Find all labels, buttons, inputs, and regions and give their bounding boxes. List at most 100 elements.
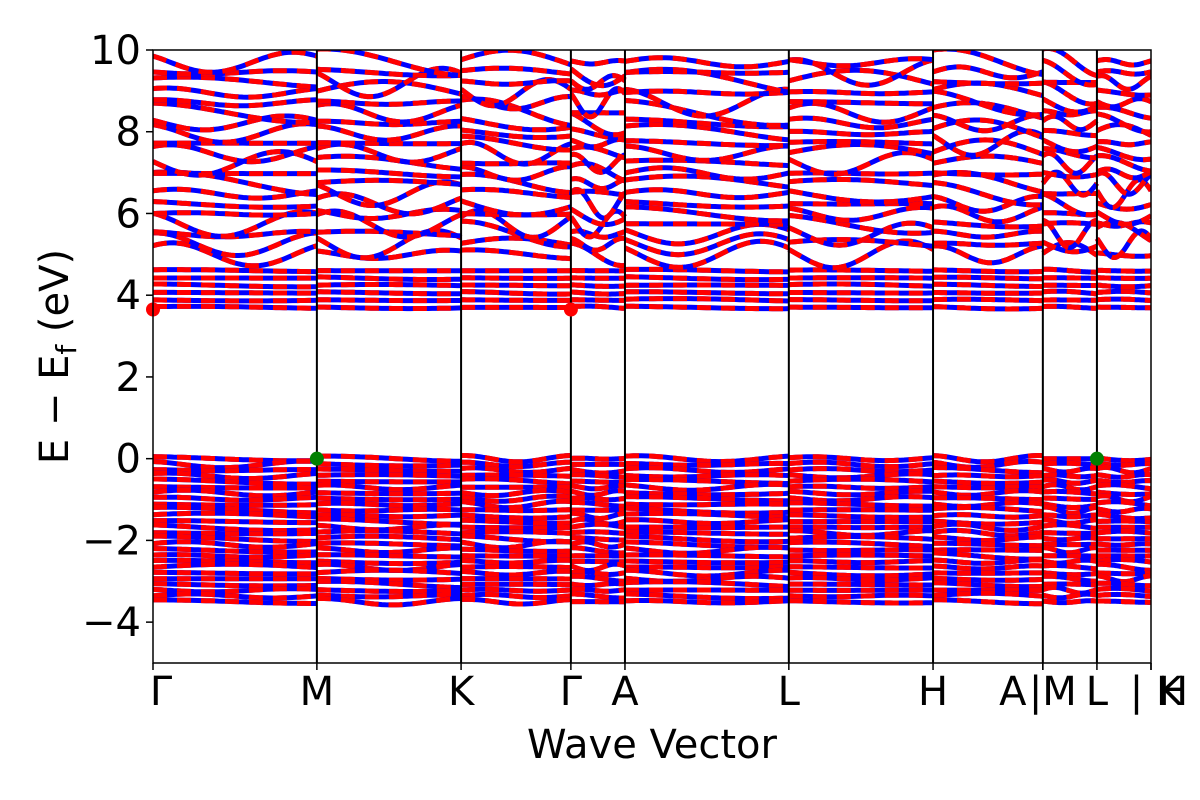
band-line-down-324 <box>932 521 1044 533</box>
band-line-down-319 <box>932 495 1043 503</box>
band-line-up-449 <box>1094 228 1151 261</box>
band-line-down-427 <box>1096 518 1151 525</box>
band-line-down-251 <box>625 138 789 149</box>
band-line-down-245 <box>624 199 789 210</box>
band-line-down-280 <box>788 569 934 579</box>
band-line-down-16 <box>153 546 317 555</box>
band-line-down-384 <box>1042 570 1098 578</box>
band-line-down-58 <box>316 490 462 497</box>
band-line-down-337 <box>932 597 1043 607</box>
x-tick-label-11: H <box>1158 669 1188 715</box>
band-line-down-49 <box>153 74 318 90</box>
band-line-down-124 <box>460 568 571 578</box>
band-line-down-5 <box>153 484 317 491</box>
band-line-down-54 <box>316 466 462 474</box>
band-line-down-38 <box>153 186 318 201</box>
band-line-down-392 <box>1042 288 1098 297</box>
y-axis-title: E − Ef (eV) <box>32 249 83 464</box>
band-line-down-438 <box>1096 580 1151 589</box>
band-line-down-163 <box>570 495 626 503</box>
band-line-down-210 <box>624 465 789 475</box>
y-tick-label-5: 6 <box>116 191 141 237</box>
band-line-down-189 <box>570 235 626 253</box>
band-line-down-128 <box>460 591 572 601</box>
band-line-down-445 <box>1096 282 1151 290</box>
band-line-down-441 <box>1096 598 1151 605</box>
band-line-down-429 <box>1096 528 1151 536</box>
band-line-down-224 <box>624 544 789 556</box>
band-line-down-311 <box>788 56 934 69</box>
band-line-down-133 <box>461 282 571 289</box>
band-line-down-289 <box>788 281 934 289</box>
band-line-down-461 <box>1096 111 1151 135</box>
band-line-down-26 <box>153 303 317 311</box>
band-line-down-411 <box>1041 96 1098 115</box>
band-line-down-418 <box>1096 464 1151 476</box>
band-line-down-225 <box>624 552 789 560</box>
band-line-down-256 <box>624 88 789 97</box>
band-line-down-442 <box>1096 304 1151 311</box>
band-line-down-223 <box>624 539 789 550</box>
band-line-down-218 <box>624 510 789 521</box>
band-line-down-303 <box>788 139 934 147</box>
band-line-down-70 <box>316 558 462 567</box>
x-tick-label-6: H <box>918 669 948 715</box>
band-line-down-279 <box>788 564 933 571</box>
band-line-down-60 <box>316 500 462 509</box>
band-line-down-85 <box>315 228 463 261</box>
band-line-down-398 <box>1042 218 1098 251</box>
band-line-down-123 <box>461 564 571 571</box>
cbm-marker-1 <box>563 302 578 317</box>
band-line-down-261 <box>788 459 934 470</box>
band-line-down-346 <box>932 228 1043 240</box>
band-line-down-14 <box>153 533 317 544</box>
y-axis-title-unit: (eV) <box>32 249 78 345</box>
band-line-down-18 <box>153 557 317 566</box>
band-line-down-258 <box>624 69 789 76</box>
band-line-down-410 <box>1042 108 1097 118</box>
band-line-down-115 <box>461 517 571 526</box>
band-line-down-148 <box>460 127 572 140</box>
band-line-down-4 <box>153 476 317 487</box>
band-line-down-439 <box>1096 585 1151 594</box>
band-line-down-370 <box>1042 488 1098 497</box>
band-line-down-320 <box>932 499 1044 509</box>
band-line-down-122 <box>461 557 571 566</box>
band-line-down-272 <box>788 524 933 531</box>
band-line-down-111 <box>460 493 572 504</box>
band-line-down-376 <box>1042 522 1098 532</box>
band-line-down-182 <box>570 303 626 311</box>
band-line-down-161 <box>570 483 626 492</box>
band-line-down-282 <box>788 581 933 588</box>
band-line-down-82 <box>316 274 462 282</box>
band-line-down-295 <box>788 213 934 236</box>
band-line-down-168 <box>570 521 626 530</box>
band-line-down-260 <box>788 454 934 464</box>
band-line-down-444 <box>1096 288 1151 296</box>
band-line-down-3 <box>153 470 318 481</box>
band-line-down-211 <box>624 472 789 480</box>
band-line-down-265 <box>788 483 934 491</box>
band-line-down-330 <box>932 557 1043 566</box>
band-line-down-226 <box>625 558 789 566</box>
band-line-down-353 <box>932 153 1044 166</box>
band-line-down-79 <box>316 297 462 304</box>
band-line-down-114 <box>461 512 571 521</box>
band-line-down-159 <box>570 472 625 480</box>
band-line-down-91 <box>316 177 462 187</box>
bands-layer <box>153 50 1151 608</box>
band-line-down-246 <box>624 187 790 201</box>
x-tick-label-5: L <box>778 669 801 715</box>
band-line-down-146 <box>460 139 572 167</box>
band-line-down-286 <box>788 304 933 311</box>
band-line-down-12 <box>153 522 317 533</box>
band-line-down-395 <box>1042 266 1097 275</box>
band-line-down-80 <box>316 289 462 297</box>
band-line-down-321 <box>932 505 1043 515</box>
band-line-down-443 <box>1096 296 1151 303</box>
band-line-down-101 <box>315 65 463 100</box>
band-line-down-275 <box>788 539 934 549</box>
band-line-down-402 <box>1042 190 1098 197</box>
band-line-down-466 <box>1096 68 1151 77</box>
band-line-down-230 <box>624 579 789 589</box>
